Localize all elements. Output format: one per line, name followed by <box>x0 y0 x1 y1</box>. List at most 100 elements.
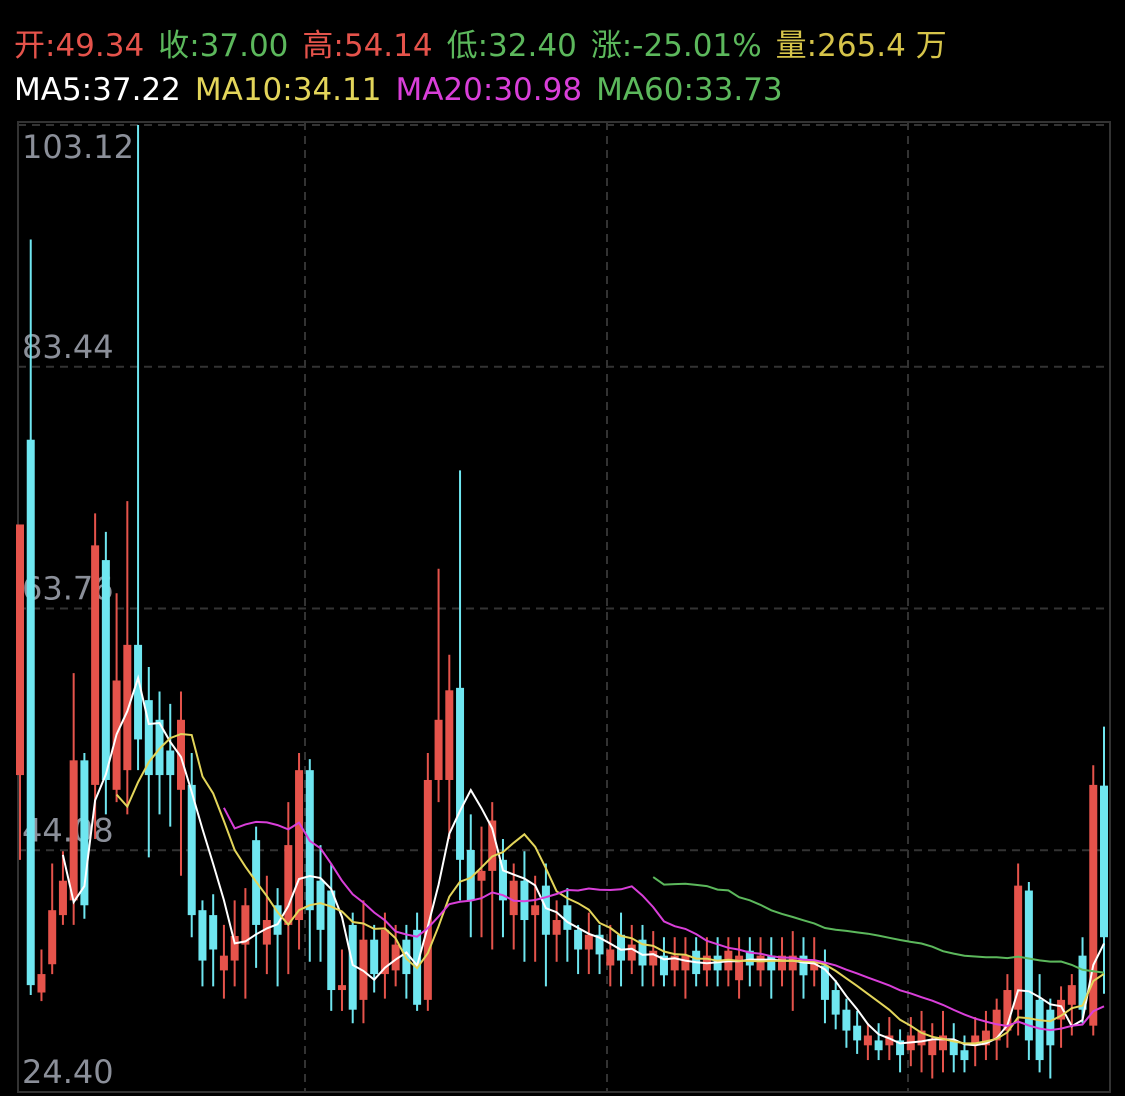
candle-body <box>1046 1009 1055 1046</box>
candle-body <box>1057 999 1066 1020</box>
candle-body <box>327 890 336 991</box>
candle-body <box>370 939 379 975</box>
candle-body <box>80 760 89 906</box>
candle-body <box>209 915 218 950</box>
y-tick-label: 24.40 <box>22 1053 114 1091</box>
ma-header: MA5:37.22 MA10:34.11 MA20:30.98 MA60:33.73 <box>14 72 797 108</box>
candle-body <box>584 934 593 950</box>
candle-body <box>896 1040 905 1056</box>
candle-body <box>348 924 357 1010</box>
candle-body <box>488 820 497 871</box>
candle-body <box>853 1025 862 1041</box>
candle-body <box>606 949 615 966</box>
candle-body <box>756 955 765 971</box>
candle-body <box>874 1040 883 1051</box>
candle-body <box>928 1040 937 1056</box>
ma-line <box>652 876 1105 974</box>
y-tick-label: 103.12 <box>22 128 134 166</box>
candle-body <box>477 870 486 881</box>
candle-body <box>295 770 304 921</box>
quote-item: 低:32.40 <box>446 28 577 64</box>
candle-body <box>681 955 690 971</box>
candle-body <box>1024 890 1033 1041</box>
quote-item: 收:37.00 <box>158 28 289 64</box>
candle-body <box>509 880 518 916</box>
candle-body <box>26 439 35 986</box>
candle-body <box>58 880 67 916</box>
candle-body <box>1035 999 1044 1061</box>
candle-body <box>885 1035 894 1046</box>
candle-body <box>563 905 572 930</box>
candle-body <box>778 955 787 971</box>
candle-body <box>842 1009 851 1031</box>
candle-body <box>949 1040 958 1056</box>
candle-body <box>144 700 153 776</box>
y-tick-label: 44.08 <box>22 811 114 849</box>
candle-body <box>101 560 110 780</box>
candle-body <box>981 1030 990 1046</box>
candle-body <box>939 1035 948 1051</box>
quote-item: 涨:-25.01% <box>590 28 762 64</box>
quote-item: 量:265.4 万 <box>775 28 947 64</box>
candle-body <box>498 859 507 901</box>
candle-body <box>316 880 325 930</box>
candle-body <box>1003 990 1012 1031</box>
chart-frame <box>17 121 1111 1093</box>
candle-body <box>37 974 46 993</box>
candle-body <box>273 905 282 935</box>
candle-body <box>1067 985 1076 1005</box>
candle-body <box>423 779 432 1000</box>
candle-body <box>820 965 829 1000</box>
candle-body <box>541 885 550 935</box>
candle-body <box>638 939 647 966</box>
ma-item: MA10:34.11 <box>194 72 382 108</box>
candle-body <box>187 784 196 916</box>
candle-body <box>134 644 143 740</box>
candle-body <box>617 934 626 961</box>
candle-body <box>230 935 239 961</box>
candle-body <box>1100 785 1108 938</box>
candle-body <box>745 950 754 966</box>
candle-body <box>434 719 443 780</box>
candle-body <box>767 955 776 971</box>
candle-body <box>1014 885 1023 1010</box>
ma-item: MA20:30.98 <box>395 72 583 108</box>
candle-body <box>659 955 668 976</box>
candle-body <box>799 955 808 976</box>
candle-body <box>262 920 271 945</box>
quote-item: 开:49.34 <box>14 28 145 64</box>
y-tick-label: 63.76 <box>22 570 114 608</box>
candle-body <box>456 687 465 860</box>
y-tick-label: 83.44 <box>22 328 114 366</box>
ma-item: MA60:33.73 <box>596 72 783 108</box>
candle-body <box>735 955 744 981</box>
candle-body <box>380 929 389 975</box>
candle-body <box>960 1050 969 1061</box>
candle-body <box>788 955 797 971</box>
candle-body <box>466 850 475 901</box>
candle-body <box>284 845 293 925</box>
candle-body <box>16 524 24 776</box>
candle-body <box>241 905 250 945</box>
candle-body <box>917 1030 926 1046</box>
candle-body <box>810 960 819 971</box>
candle-body <box>971 1035 980 1046</box>
quote-item: 高:54.14 <box>302 28 433 64</box>
quote-header: 开:49.34 收:37.00 高:54.14 低:32.40 涨:-25.01% 量:2… <box>14 20 961 65</box>
candle-body <box>48 910 57 965</box>
candle-body <box>863 1035 872 1046</box>
candle-body <box>69 760 78 901</box>
candle-body <box>627 944 636 961</box>
candle-body <box>1078 955 1087 1010</box>
candle-body <box>595 934 604 955</box>
candle-body <box>166 750 175 776</box>
candle-body <box>552 920 561 935</box>
candle-body <box>91 545 100 785</box>
candle-body <box>123 644 132 771</box>
candle-body <box>176 719 185 790</box>
ma-line <box>223 807 1105 1032</box>
ma-item: MA5:37.22 <box>14 72 181 108</box>
candle-body <box>670 955 679 971</box>
candle-body <box>531 905 540 916</box>
